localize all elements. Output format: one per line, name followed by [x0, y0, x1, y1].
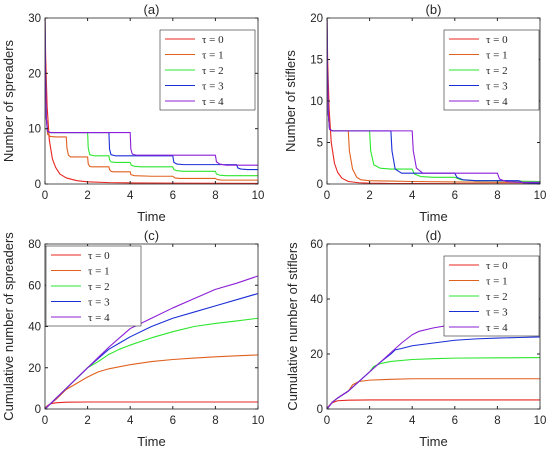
legend-label: τ = 4: [486, 96, 508, 108]
x-tick-label: 2: [366, 190, 372, 202]
y-tick-label: 20: [310, 349, 323, 361]
panel-title: (c): [144, 228, 159, 243]
y-tick-label: 0: [35, 179, 41, 191]
legend-label: τ = 1: [88, 266, 110, 278]
panel-title: (b): [426, 2, 442, 17]
legend-label: τ = 0: [88, 250, 110, 262]
x-tick-label: 4: [409, 415, 416, 427]
series-line-tau-4: [45, 18, 258, 166]
series-line-tau-4: [327, 18, 540, 183]
legend: τ = 0 τ = 1 τ = 2 τ = 3 τ = 4: [159, 29, 256, 111]
x-tick-label: 10: [252, 190, 265, 202]
legend-label: τ = 1: [202, 50, 224, 62]
x-tick-label: 2: [366, 415, 372, 427]
legend-label: τ = 2: [202, 65, 224, 77]
legend-label: τ = 1: [486, 276, 508, 288]
y-tick-label: 0: [317, 179, 323, 191]
series-lines: [327, 18, 540, 184]
series-line-tau-0: [45, 18, 258, 184]
series-line-tau-4: [45, 275, 258, 409]
x-tick-label: 6: [452, 190, 458, 202]
y-axis-label: Number of stiflers: [283, 50, 298, 152]
x-tick-label: 6: [452, 415, 458, 427]
legend: τ = 0 τ = 1 τ = 2 τ = 3 τ = 4: [45, 245, 142, 327]
legend-label: τ = 4: [202, 96, 224, 108]
x-tick-label: 6: [170, 415, 176, 427]
series-line-tau-1: [45, 354, 258, 409]
panel-title: (a): [144, 2, 160, 17]
x-tick-label: 0: [42, 415, 48, 427]
x-tick-label: 0: [324, 415, 330, 427]
legend-label: τ = 0: [202, 34, 224, 46]
y-tick-label: 30: [28, 13, 41, 25]
legend: τ = 0 τ = 1 τ = 2 τ = 3 τ = 4: [443, 29, 540, 111]
x-tick-label: 0: [42, 190, 48, 202]
y-tick-label: 20: [28, 68, 41, 80]
legend: τ = 0 τ = 1 τ = 2 τ = 3 τ = 4: [443, 255, 540, 337]
x-tick-label: 10: [534, 415, 547, 427]
x-tick-label: 2: [84, 415, 90, 427]
y-axis-label: Number of spreaders: [1, 39, 16, 162]
x-tick-label: 0: [324, 190, 330, 202]
x-tick-label: 2: [84, 190, 90, 202]
x-tick-label: 8: [212, 415, 218, 427]
y-tick-label: 0: [35, 404, 41, 416]
legend-label: τ = 1: [486, 50, 508, 62]
legend-label: τ = 2: [88, 281, 110, 293]
x-tick-label: 10: [534, 190, 547, 202]
y-tick-label: 5: [317, 138, 323, 150]
x-tick-label: 10: [252, 415, 265, 427]
y-tick-label: 80: [28, 239, 41, 251]
legend-label: τ = 3: [486, 81, 508, 93]
y-axis-label: Cumulative number of stiflers: [285, 242, 300, 411]
legend-label: τ = 4: [486, 322, 508, 334]
x-axis-label: Time: [419, 209, 447, 224]
legend-label: τ = 0: [486, 260, 508, 272]
y-tick-label: 20: [28, 363, 41, 375]
y-tick-label: 40: [310, 294, 323, 306]
x-axis-label: Time: [137, 434, 165, 449]
panel-title: (d): [426, 228, 442, 243]
x-axis-label: Time: [137, 209, 165, 224]
chart-panel-2: 0 2 4 6 8 10 0 5 10 15 20 (b) Time Number of stiflers…: [283, 2, 546, 224]
chart-panel-3: 0 2 4 6 8 10 0 20 40 60 80 (c) Time Cumulative number…: [1, 228, 264, 449]
legend-label: τ = 2: [486, 65, 508, 77]
legend-label: τ = 3: [202, 81, 224, 93]
y-axis-label: Cumulative number of spreaders: [1, 232, 16, 421]
x-tick-label: 8: [494, 190, 500, 202]
y-tick-label: 10: [28, 124, 41, 136]
axes-box: [326, 243, 541, 410]
y-tick-label: 0: [317, 404, 323, 416]
series-lines: [327, 317, 540, 409]
x-tick-label: 8: [494, 415, 500, 427]
x-tick-label: 4: [127, 190, 134, 202]
series-lines: [45, 275, 258, 409]
x-axis-label: Time: [419, 434, 447, 449]
y-tick-label: 20: [310, 13, 323, 25]
series-line-tau-1: [45, 18, 258, 181]
y-tick-label: 60: [310, 239, 323, 251]
x-tick-label: 4: [127, 415, 134, 427]
x-tick-label: 4: [409, 190, 416, 202]
x-tick-label: 8: [212, 190, 218, 202]
x-tick-label: 6: [170, 190, 176, 202]
legend-label: τ = 3: [486, 307, 508, 319]
y-tick-label: 15: [310, 55, 323, 67]
y-tick-label: 40: [28, 322, 41, 334]
legend-label: τ = 2: [486, 291, 508, 303]
series-lines: [45, 18, 258, 184]
legend-label: τ = 0: [486, 34, 508, 46]
y-tick-label: 60: [28, 280, 41, 292]
chart-panel-4: 0 2 4 6 8 10 0 20 40 60 (d) Time Cumulative number o…: [285, 228, 546, 449]
legend-label: τ = 4: [88, 312, 110, 324]
axes-box: [44, 17, 259, 185]
legend-label: τ = 3: [88, 297, 110, 309]
chart-panel-1: 0 2 4 6 8 10 0 10 20 30 (a) Time Number of spreaders…: [1, 2, 264, 224]
y-tick-label: 10: [310, 96, 323, 108]
